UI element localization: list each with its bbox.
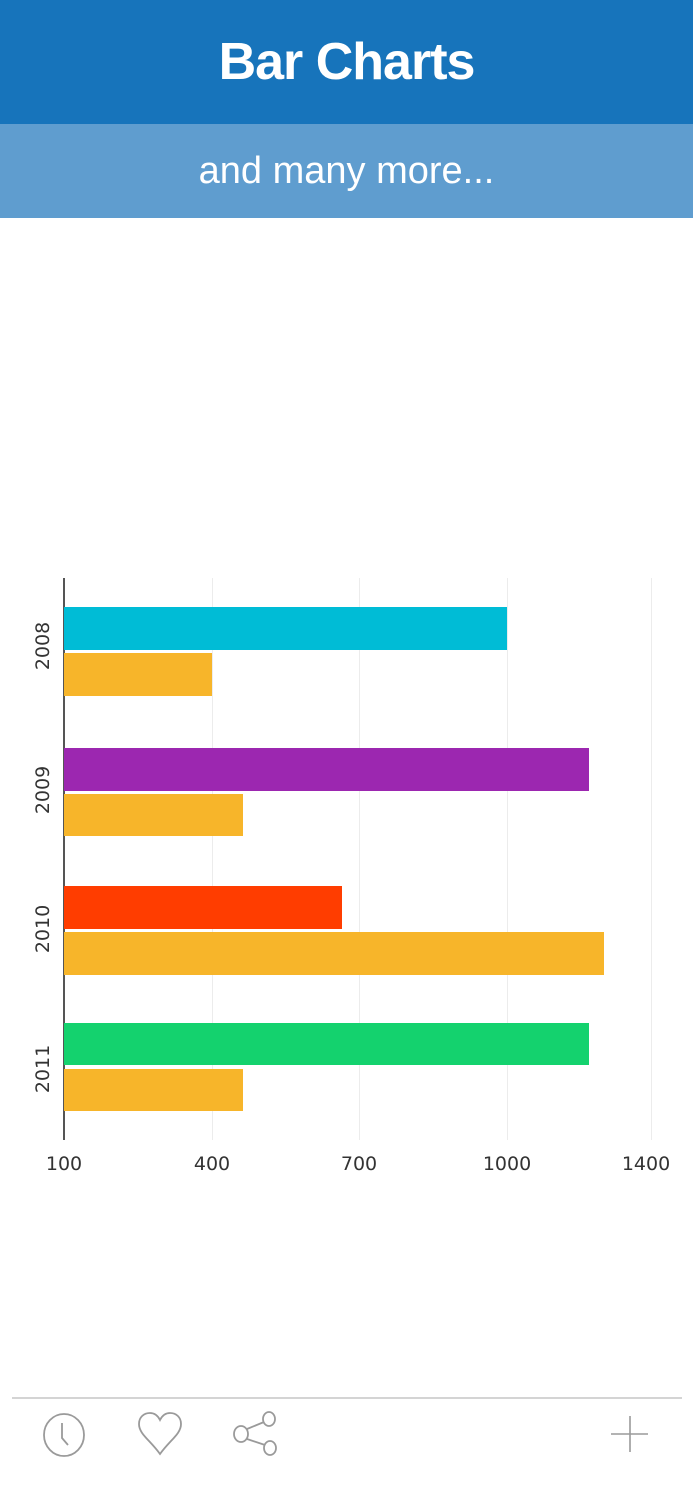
toolbar-divider	[12, 1397, 682, 1399]
gridline	[651, 578, 652, 1140]
gridline	[212, 578, 213, 1140]
app-header: Bar Charts	[0, 0, 693, 124]
share-icon[interactable]	[230, 1410, 278, 1458]
y-label-2008: 2008	[32, 621, 54, 671]
y-label-2011: 2011	[32, 1044, 54, 1094]
clock-icon[interactable]	[40, 1410, 88, 1458]
bar-2008-primary[interactable]	[64, 607, 507, 650]
y-label-2010: 2010	[32, 904, 54, 954]
subheader-banner: and many more...	[0, 124, 693, 218]
x-tick: 1400	[621, 1153, 671, 1175]
gridline	[507, 578, 508, 1140]
x-tick: 1000	[482, 1153, 532, 1175]
heart-icon[interactable]	[136, 1410, 184, 1458]
bar-2009-primary[interactable]	[64, 748, 589, 791]
bar-2008-secondary[interactable]	[64, 653, 212, 696]
x-tick: 400	[193, 1153, 231, 1175]
bar-2009-secondary[interactable]	[64, 794, 243, 836]
subtitle: and many more...	[198, 149, 495, 192]
x-tick: 100	[45, 1153, 83, 1175]
bar-2010-primary[interactable]	[64, 886, 342, 929]
bar-2011-primary[interactable]	[64, 1023, 589, 1065]
gridline	[359, 578, 360, 1140]
y-axis-line	[63, 578, 65, 1140]
x-tick: 700	[340, 1153, 378, 1175]
plus-icon[interactable]	[606, 1410, 654, 1458]
bar-2010-secondary[interactable]	[64, 932, 604, 975]
page-title: Bar Charts	[218, 33, 476, 91]
y-label-2009: 2009	[32, 765, 54, 815]
bar-2011-secondary[interactable]	[64, 1069, 243, 1111]
